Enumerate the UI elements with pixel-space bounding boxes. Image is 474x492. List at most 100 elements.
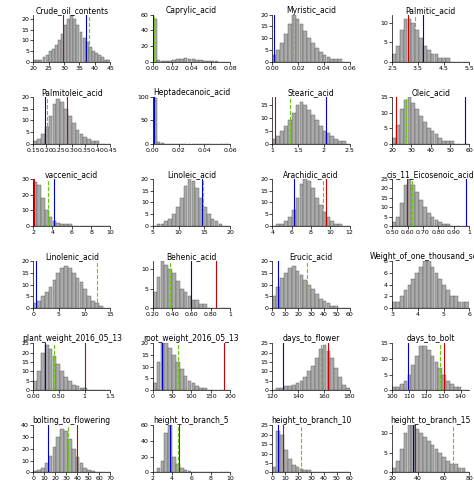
Bar xyxy=(415,192,419,226)
Bar xyxy=(207,61,210,62)
Bar xyxy=(446,141,450,144)
Title: Arachidic_acid: Arachidic_acid xyxy=(283,170,339,179)
Bar xyxy=(45,210,48,226)
Bar xyxy=(334,306,338,308)
Bar xyxy=(431,216,435,226)
Bar xyxy=(273,467,276,472)
Bar xyxy=(195,300,199,308)
Bar xyxy=(400,296,403,308)
Bar xyxy=(184,58,187,62)
Bar xyxy=(419,116,423,144)
Bar xyxy=(442,58,446,62)
Bar xyxy=(99,306,102,308)
Bar xyxy=(184,292,187,308)
Bar xyxy=(33,142,37,144)
Bar xyxy=(292,113,295,144)
Bar xyxy=(45,292,48,308)
Bar xyxy=(276,50,280,62)
Bar xyxy=(70,15,73,62)
Bar xyxy=(55,45,58,62)
Bar xyxy=(411,365,415,390)
Bar xyxy=(327,133,330,144)
Bar xyxy=(45,345,48,390)
Bar xyxy=(76,26,80,62)
Bar xyxy=(91,142,95,144)
Bar xyxy=(95,304,99,308)
Bar xyxy=(427,213,430,226)
Bar xyxy=(284,386,288,390)
Bar xyxy=(161,261,164,308)
Bar xyxy=(284,450,288,472)
Bar xyxy=(68,381,72,390)
Bar xyxy=(45,463,48,472)
Bar xyxy=(168,269,172,308)
Bar xyxy=(284,125,288,144)
Bar xyxy=(288,24,292,62)
Bar xyxy=(199,60,203,62)
Bar xyxy=(442,284,446,308)
Bar xyxy=(80,463,83,472)
Bar xyxy=(458,302,462,308)
Bar xyxy=(423,46,427,62)
Bar xyxy=(288,459,292,472)
Bar xyxy=(80,388,83,390)
Bar xyxy=(431,54,435,62)
Bar xyxy=(292,385,295,390)
Bar xyxy=(83,467,87,472)
Bar xyxy=(211,219,214,226)
Bar xyxy=(438,138,442,144)
Bar xyxy=(307,284,311,308)
Bar xyxy=(330,306,334,308)
Bar xyxy=(172,355,176,390)
Bar xyxy=(307,38,311,62)
Bar xyxy=(396,216,400,226)
Bar xyxy=(180,288,183,308)
Bar xyxy=(311,289,315,308)
Bar xyxy=(76,277,79,308)
Bar xyxy=(438,58,442,62)
Bar xyxy=(338,223,342,226)
Bar xyxy=(176,464,180,472)
Bar xyxy=(411,184,415,226)
Bar xyxy=(400,31,403,62)
Bar xyxy=(427,441,430,472)
Bar xyxy=(68,224,72,226)
Bar xyxy=(76,130,79,144)
Bar xyxy=(203,388,207,390)
Bar xyxy=(292,465,295,472)
Bar xyxy=(400,449,403,472)
Title: cis_11_Eicosenoic_acid: cis_11_Eicosenoic_acid xyxy=(387,170,474,179)
Bar xyxy=(288,268,292,308)
Bar xyxy=(188,381,191,390)
Bar xyxy=(338,141,342,144)
Bar xyxy=(176,60,180,62)
Bar xyxy=(53,104,56,144)
Bar xyxy=(346,388,349,390)
Bar xyxy=(462,302,465,308)
Bar xyxy=(442,224,446,226)
Bar xyxy=(52,49,55,62)
Bar xyxy=(300,381,303,390)
Bar xyxy=(307,182,311,226)
Bar xyxy=(172,273,176,308)
Bar xyxy=(203,61,207,62)
Bar xyxy=(68,439,72,472)
Bar xyxy=(157,60,160,62)
Bar xyxy=(450,384,454,390)
Bar xyxy=(311,115,315,144)
Bar xyxy=(153,292,156,308)
Bar xyxy=(446,290,450,308)
Bar xyxy=(41,134,45,144)
Bar xyxy=(43,58,46,62)
Bar xyxy=(300,102,303,144)
Title: Crude_oil_contents: Crude_oil_contents xyxy=(35,6,109,15)
Bar xyxy=(60,429,64,472)
Bar xyxy=(334,60,338,62)
Title: Heptadecanoic_acid: Heptadecanoic_acid xyxy=(153,88,230,97)
Bar xyxy=(423,346,427,390)
Bar xyxy=(89,47,92,62)
Bar xyxy=(87,139,91,144)
Bar xyxy=(168,426,172,472)
Bar xyxy=(157,277,160,308)
Bar xyxy=(303,105,307,144)
